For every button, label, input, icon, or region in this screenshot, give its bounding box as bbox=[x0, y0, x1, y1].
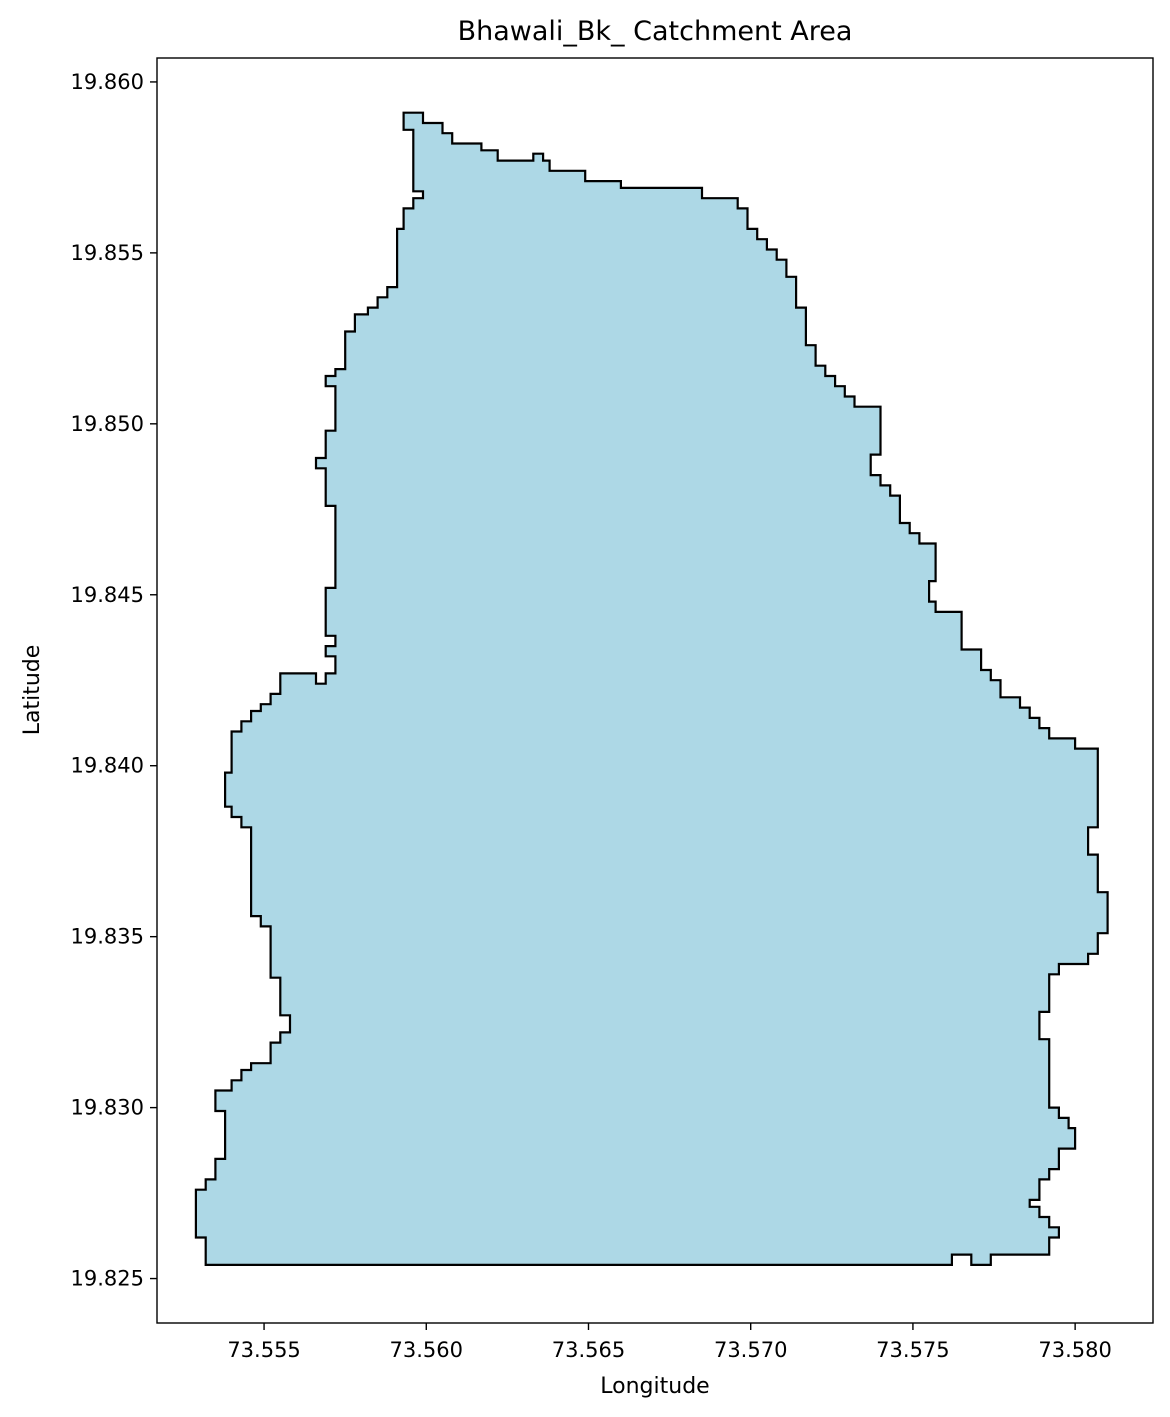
y-tick-label: 19.845 bbox=[71, 583, 144, 607]
y-tick-label: 19.855 bbox=[71, 241, 144, 265]
x-axis-label: Longitude bbox=[600, 1374, 709, 1399]
y-tick-label: 19.840 bbox=[71, 754, 144, 778]
y-tick-label: 19.835 bbox=[71, 925, 144, 949]
y-axis-label: Latitude bbox=[20, 645, 45, 736]
x-tick-label: 73.555 bbox=[227, 1338, 300, 1362]
plot-area bbox=[194, 111, 1109, 1266]
y-tick-label: 19.850 bbox=[71, 412, 144, 436]
x-tick-label: 73.565 bbox=[552, 1338, 625, 1362]
y-tick-label: 19.825 bbox=[71, 1267, 144, 1291]
x-tick-label: 73.560 bbox=[390, 1338, 463, 1362]
map-title: Bhawali_Bk_ Catchment Area bbox=[458, 16, 853, 47]
x-tick-label: 73.570 bbox=[714, 1338, 787, 1362]
y-tick-label: 19.830 bbox=[71, 1096, 144, 1120]
y-tick-label: 19.860 bbox=[71, 70, 144, 94]
catchment-boundary-polygon bbox=[194, 111, 1109, 1266]
x-tick-label: 73.575 bbox=[876, 1338, 949, 1362]
y-axis: 19.825 19.830 19.835 19.840 19.845 19.850 19.8… bbox=[71, 70, 157, 1291]
x-axis: 73.555 73.560 73.565 73.570 73.575 73.580 bbox=[227, 1323, 1112, 1362]
x-tick-label: 73.580 bbox=[1038, 1338, 1111, 1362]
axes-frame bbox=[156, 57, 1154, 1324]
